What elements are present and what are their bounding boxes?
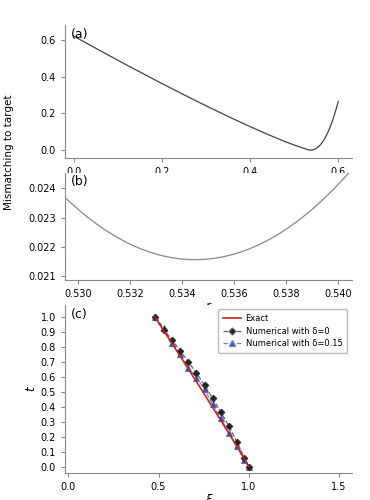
Text: (a): (a) xyxy=(70,28,88,40)
Y-axis label: t: t xyxy=(24,386,38,391)
Text: (c): (c) xyxy=(70,308,87,322)
Legend: Exact, Numerical with δ=0, Numerical with δ=0.15: Exact, Numerical with δ=0, Numerical wit… xyxy=(218,309,347,353)
Text: Mismatching to target: Mismatching to target xyxy=(4,94,14,210)
Text: (b): (b) xyxy=(70,174,88,188)
X-axis label: ξ: ξ xyxy=(205,493,211,500)
X-axis label: r: r xyxy=(206,300,211,314)
X-axis label: r: r xyxy=(206,178,211,191)
